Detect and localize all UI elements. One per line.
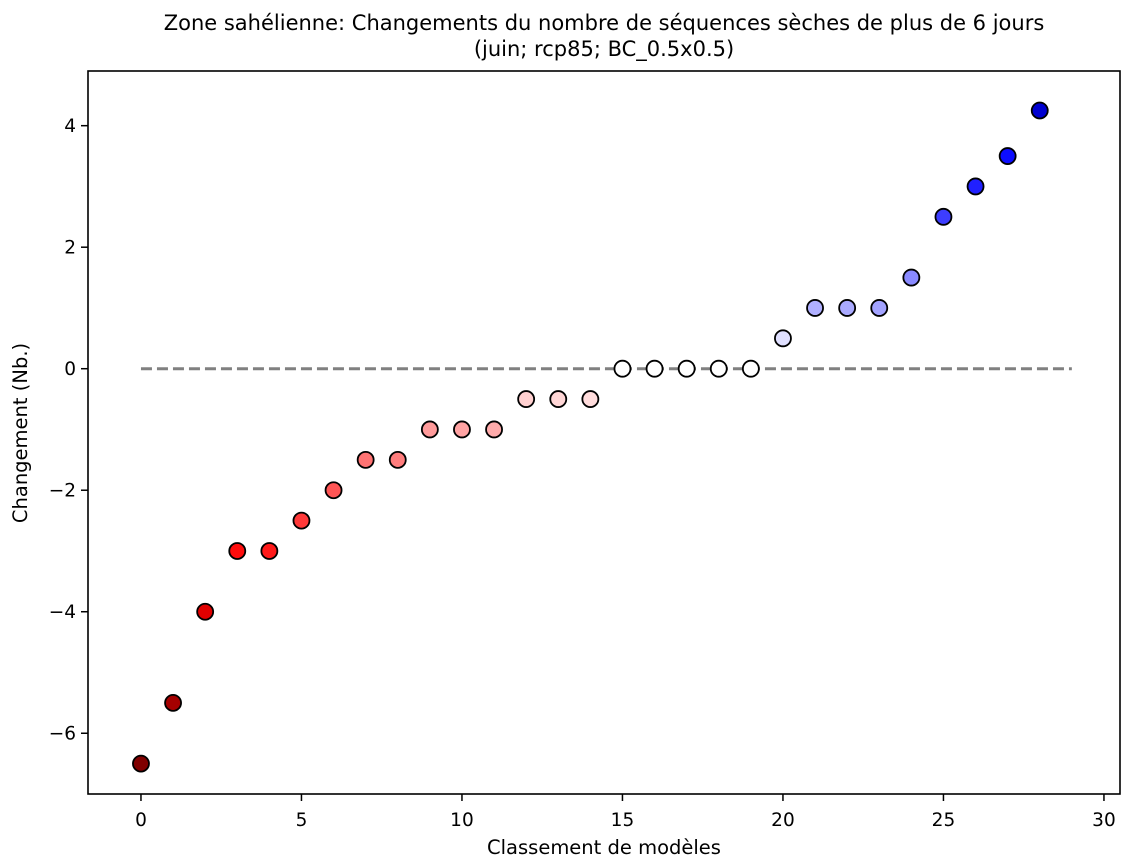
chart-title: Zone sahélienne: Changements du nombre d… — [164, 11, 1045, 35]
data-point-2 — [196, 602, 215, 621]
data-point-17 — [677, 359, 696, 378]
y-tick-label-0: 4 — [64, 116, 76, 137]
data-point-1 — [164, 693, 182, 712]
data-point-28 — [1030, 101, 1049, 120]
data-point-20 — [774, 329, 792, 348]
y-tick-label-3: −2 — [49, 481, 76, 502]
data-point-18 — [709, 359, 728, 378]
data-point-25 — [934, 207, 953, 226]
x-tick-label-6: 30 — [1092, 810, 1116, 831]
y-tick-label-1: 2 — [64, 238, 76, 259]
x-tick-label-3: 15 — [611, 810, 635, 831]
data-point-9 — [420, 420, 439, 439]
y-tick-label-4: −4 — [49, 602, 76, 623]
data-point-13 — [549, 390, 568, 408]
data-point-26 — [966, 177, 985, 196]
data-point-15 — [613, 359, 632, 378]
data-point-5 — [292, 511, 311, 530]
data-point-27 — [998, 147, 1017, 165]
x-tick-label-2: 10 — [450, 810, 474, 831]
data-point-10 — [453, 420, 471, 439]
chart-subtitle: (juin; rcp85; BC_0.5x0.5) — [474, 37, 734, 62]
plot-layer — [132, 101, 1072, 773]
data-point-4 — [260, 542, 279, 560]
data-point-22 — [838, 299, 857, 317]
data-point-12 — [517, 390, 536, 408]
y-tick-label-2: 0 — [64, 359, 76, 380]
data-point-16 — [645, 359, 664, 378]
x-axis-label: Classement de modèles — [487, 836, 721, 859]
data-point-7 — [356, 450, 375, 469]
y-tick-label-5: −6 — [49, 724, 76, 745]
x-tick-label-1: 5 — [296, 810, 308, 831]
data-point-3 — [228, 542, 247, 560]
x-tick-label-5: 25 — [932, 810, 956, 831]
data-point-14 — [581, 390, 600, 408]
y-axis-label: Changement (Nb.) — [9, 343, 32, 523]
data-point-11 — [485, 420, 503, 439]
data-point-8 — [388, 450, 407, 469]
data-point-24 — [902, 268, 921, 287]
data-point-19 — [741, 359, 760, 378]
data-point-23 — [870, 299, 889, 317]
data-point-0 — [132, 754, 150, 773]
x-tick-label-0: 0 — [135, 810, 147, 831]
data-point-21 — [806, 299, 824, 317]
plot-frame — [87, 70, 1121, 795]
x-tick-label-4: 20 — [771, 810, 795, 831]
data-point-6 — [324, 481, 343, 500]
